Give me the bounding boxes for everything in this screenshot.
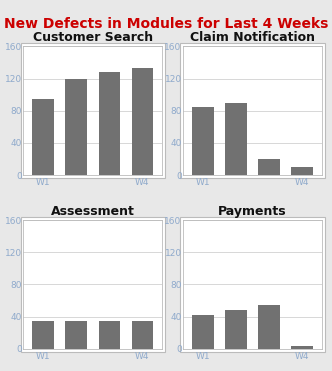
- Text: New Defects in Modules for Last 4 Weeks: New Defects in Modules for Last 4 Weeks: [4, 17, 328, 31]
- Title: Assessment: Assessment: [51, 204, 135, 217]
- Bar: [131, 321, 153, 349]
- Bar: [131, 68, 153, 175]
- Bar: [99, 321, 120, 349]
- Bar: [32, 321, 54, 349]
- Bar: [258, 305, 280, 349]
- Bar: [65, 321, 87, 349]
- Bar: [291, 167, 313, 175]
- Title: Payments: Payments: [218, 204, 287, 217]
- Bar: [192, 315, 214, 349]
- Bar: [99, 72, 120, 175]
- Bar: [65, 79, 87, 175]
- Bar: [225, 103, 247, 175]
- Bar: [291, 346, 313, 349]
- Bar: [225, 310, 247, 349]
- Bar: [258, 159, 280, 175]
- Title: Customer Search: Customer Search: [33, 31, 153, 44]
- Bar: [192, 107, 214, 175]
- Bar: [32, 99, 54, 175]
- Title: Claim Notification: Claim Notification: [190, 31, 315, 44]
